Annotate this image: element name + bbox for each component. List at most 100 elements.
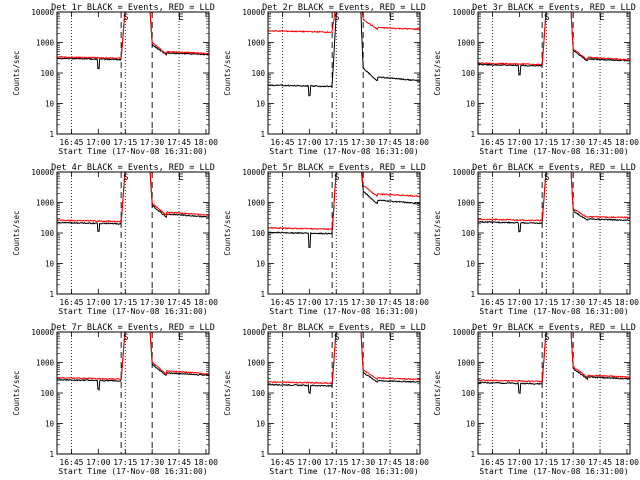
y-tick-label: 1000 (36, 359, 55, 368)
y-tick-label: 10 (45, 100, 55, 109)
chart-title: Det 7r BLACK = Events, RED = LLD (51, 323, 215, 333)
series-events (268, 332, 420, 395)
chart-title: Det 6r BLACK = Events, RED = LLD (472, 163, 636, 173)
y-tick-label: 10000 (452, 8, 475, 17)
y-tick-label: 1 (49, 130, 54, 139)
x-axis-label: Start Time (17-Nov-08 16:31:00) (269, 307, 418, 316)
y-tick-label: 1 (260, 130, 265, 139)
y-tick-label: 100 (461, 389, 475, 398)
y-tick-label: 10000 (242, 168, 265, 177)
end-marker-label: E (389, 13, 394, 23)
x-tick-label: 17:15 (324, 458, 348, 467)
x-tick-label: 17:45 (378, 138, 402, 147)
start-marker-label: S (334, 13, 339, 23)
x-tick-label: 17:30 (140, 298, 164, 307)
x-tick-label: 18:00 (405, 298, 429, 307)
y-tick-label: 100 (251, 229, 265, 238)
x-tick-label: 18:00 (615, 458, 639, 467)
x-tick-label: 17:45 (588, 458, 612, 467)
series-lld (268, 12, 420, 34)
x-tick-label: 17:30 (561, 298, 585, 307)
y-tick-label: 10 (256, 420, 266, 429)
y-tick-label: 1000 (247, 199, 266, 208)
y-tick-label: 10000 (31, 8, 54, 17)
x-tick-label: 16:45 (59, 298, 83, 307)
x-tick-label: 18:00 (405, 458, 429, 467)
x-tick-label: 18:00 (405, 138, 429, 147)
series-lld (268, 172, 420, 231)
chart-panel-2r: Det 2r BLACK = Events, RED = LLD 1 10 100 10… (223, 3, 429, 156)
x-tick-label: 17:15 (324, 298, 348, 307)
y-tick-label: 10 (466, 420, 476, 429)
x-tick-label: 17:45 (167, 138, 191, 147)
y-tick-label: 10 (466, 260, 476, 269)
plot-frame (56, 331, 210, 455)
x-tick-label: 16:45 (480, 458, 504, 467)
plot-frame (477, 11, 631, 135)
x-tick-label: 17:45 (167, 458, 191, 467)
y-tick-label: 1000 (457, 39, 476, 48)
series-events (268, 172, 420, 248)
x-tick-label: 17:30 (140, 458, 164, 467)
x-tick-label: 16:45 (270, 138, 294, 147)
y-tick-label: 1 (260, 290, 265, 299)
x-tick-label: 17:00 (86, 138, 110, 147)
y-tick-label: 100 (251, 69, 265, 78)
y-tick-label: 10 (256, 100, 266, 109)
chart-title: Det 9r BLACK = Events, RED = LLD (472, 323, 636, 333)
x-tick-label: 17:15 (534, 138, 558, 147)
x-tick-label: 18:00 (615, 138, 639, 147)
x-tick-label: 17:00 (86, 458, 110, 467)
start-marker-label: S (123, 173, 128, 183)
series-lld (57, 332, 209, 381)
series-lld (268, 332, 420, 385)
plot-frame (56, 171, 210, 295)
y-axis-label: Counts/sec (223, 50, 232, 95)
x-tick-label: 17:15 (534, 458, 558, 467)
y-tick-label: 1 (470, 290, 475, 299)
y-tick-label: 100 (40, 69, 54, 78)
y-axis-label: Counts/sec (223, 370, 232, 415)
chart-panel-1r: Det 1r BLACK = Events, RED = LLD 1 10 100 10… (12, 3, 218, 156)
y-tick-label: 1 (49, 450, 54, 459)
x-tick-label: 17:30 (351, 298, 375, 307)
y-tick-label: 1 (470, 450, 475, 459)
start-marker-label: S (334, 333, 339, 343)
x-tick-label: 17:45 (378, 298, 402, 307)
x-tick-label: 17:15 (113, 458, 137, 467)
y-tick-label: 10000 (452, 168, 475, 177)
x-tick-label: 16:45 (480, 138, 504, 147)
y-tick-label: 1 (470, 130, 475, 139)
y-tick-label: 1000 (457, 199, 476, 208)
y-axis-label: Counts/sec (12, 50, 21, 95)
end-marker-label: E (389, 173, 394, 183)
series-lld (57, 172, 209, 224)
y-axis-label: Counts/sec (12, 210, 21, 255)
y-tick-label: 1000 (247, 359, 266, 368)
start-marker-label: S (123, 333, 128, 343)
x-tick-label: 16:45 (59, 138, 83, 147)
y-axis-label: Counts/sec (223, 210, 232, 255)
end-marker-label: E (599, 333, 604, 343)
chart-title: Det 8r BLACK = Events, RED = LLD (262, 323, 426, 333)
plot-frame (56, 11, 210, 135)
y-tick-label: 10000 (242, 8, 265, 17)
x-tick-label: 17:00 (507, 138, 531, 147)
chart-title: Det 2r BLACK = Events, RED = LLD (262, 3, 426, 13)
x-tick-label: 17:45 (167, 298, 191, 307)
series-lld (57, 12, 209, 60)
x-tick-label: 17:00 (507, 298, 531, 307)
y-tick-label: 100 (461, 229, 475, 238)
x-tick-label: 17:15 (113, 138, 137, 147)
x-tick-label: 18:00 (194, 458, 218, 467)
plot-frame (267, 11, 421, 135)
x-tick-label: 16:45 (59, 458, 83, 467)
x-axis-label: Start Time (17-Nov-08 16:31:00) (58, 147, 207, 156)
chart-panel-9r: Det 9r BLACK = Events, RED = LLD 1 10 100 10… (433, 323, 639, 476)
end-marker-label: E (389, 333, 394, 343)
y-tick-label: 100 (40, 389, 54, 398)
y-tick-label: 100 (461, 69, 475, 78)
x-axis-label: Start Time (17-Nov-08 16:31:00) (58, 467, 207, 476)
x-tick-label: 17:00 (507, 458, 531, 467)
x-tick-label: 17:30 (561, 138, 585, 147)
